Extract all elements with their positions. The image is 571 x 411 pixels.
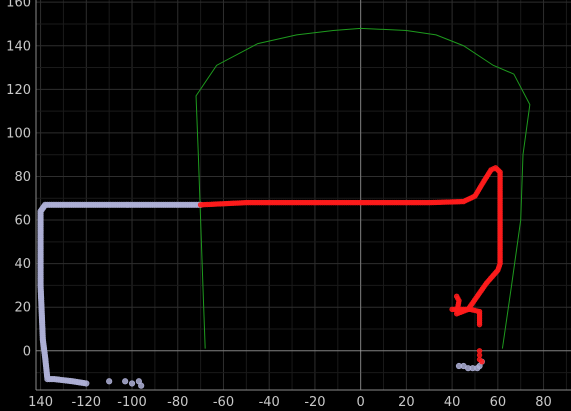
x-tick-label: 80 [535,395,552,410]
y-tick-label: 20 [14,301,31,316]
red-trajectory-point [479,358,485,365]
y-tick-label: 0 [23,344,31,359]
x-tick-label: -120 [72,395,102,410]
y-tick-label: 140 [6,39,31,54]
x-tick-label: -100 [117,395,147,410]
gray-trajectory-point [138,382,145,389]
x-tick-label: 0 [357,395,365,410]
gray-trajectory-point [128,380,136,387]
boundary-line [195,27,531,349]
boundary-layer [195,27,531,349]
x-tick-label: 60 [490,395,507,410]
y-tick-label: 100 [6,126,31,141]
y-tick-label: 40 [14,257,31,272]
series-layer [37,165,503,389]
x-tick-label: 20 [398,395,415,410]
x-tick-label: 140 [28,395,53,410]
x-tick-label: 40 [444,395,461,410]
x-tick-label: -20 [304,395,325,410]
x-tick-label: -80 [167,395,188,410]
y-tick-label: 80 [14,170,31,185]
x-tick-label: -60 [213,395,234,410]
red-trajectory-point [476,321,483,328]
gray-trajectory-point [83,380,90,387]
y-tick-label: 120 [6,83,31,98]
y-tick-label: 60 [14,214,31,229]
x-tick-label: -40 [259,395,280,410]
tick-label-layer: 140 -120 -100 -80 -60 -40 -20 0 20 40 60 80 0 20 40 60 8… [6,0,552,410]
y-tick-label: 160 [6,0,31,11]
red-trajectory-point [453,293,460,300]
gray-trajectory-point [122,378,129,385]
gray-trajectory-point [106,378,113,385]
